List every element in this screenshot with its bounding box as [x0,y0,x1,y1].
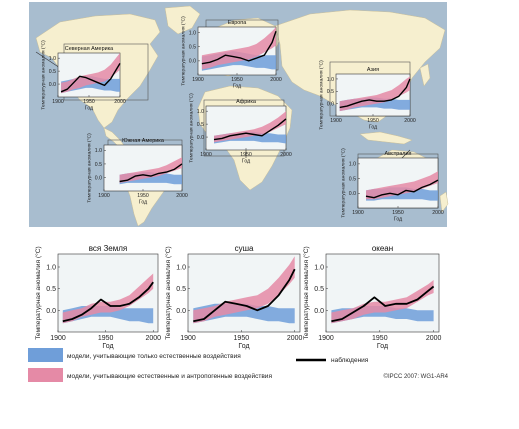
y-axis-label: Температурная аномалия (°C) [188,93,194,163]
legend-label-natural: модели, учитывающие только естественные … [67,352,241,360]
y-tick-label: 0.0 [349,191,356,197]
chart-title: океан [372,244,393,253]
y-tick-label: 0.5 [49,69,56,75]
y-tick-label: 1.0 [314,264,324,271]
y-tick-label: 0.0 [327,101,334,107]
y-tick-label: 0.0 [314,308,324,315]
y-axis-label: Температурная аномалия (°C) [34,246,42,340]
y-tick-label: 1.0 [327,77,334,83]
x-axis-label: Год [233,83,241,89]
x-tick-label: 1900 [318,335,334,342]
x-tick-label: 2000 [280,152,292,158]
y-axis-label: Температурная аномалия (°C) [318,60,324,130]
chart-title: Северная Америка [65,46,114,52]
legend-label-observations: наблюдения [331,356,369,364]
chart-ocean: 0.0 0.5 1.0 1900 1950 2000 Год Температурная ан… [302,244,442,350]
x-tick-label: 2000 [114,99,126,105]
chart-title: Африка [236,99,257,105]
chart-title: Европа [228,20,248,26]
y-tick-label: 0.0 [189,59,196,65]
y-tick-label: 1.0 [95,148,102,154]
credit-text: ©IPCC 2007: WG1-AR4 [384,373,449,380]
y-axis-label: Температурная аномалия (°C) [302,246,310,340]
chart-land: 0.0 0.5 1.0 1900 1950 2000 Год Температурная ан… [164,244,303,350]
y-tick-label: 0.5 [327,89,334,95]
x-tick-label: 1900 [180,335,196,342]
chart-title: Азия [367,67,379,73]
y-tick-label: 0.0 [176,308,186,315]
y-tick-label: 0.5 [95,162,102,168]
y-tick-label: 0.0 [95,175,102,181]
x-tick-label: 1900 [330,118,342,124]
legend: модели, учитывающие только естественные … [28,348,449,382]
x-tick-label: 1950 [372,335,388,342]
y-tick-label: 0.5 [189,45,196,51]
x-tick-label: 1950 [234,335,250,342]
y-tick-label: 0.5 [46,286,56,293]
x-axis-label: Год [238,343,249,350]
x-tick-label: 1900 [52,99,64,105]
y-tick-label: 0.0 [197,135,204,141]
x-tick-label: 2000 [287,335,303,342]
x-tick-label: 1950 [83,99,95,105]
x-axis-label: Год [139,199,147,205]
y-tick-label: 1.0 [176,264,186,271]
y-tick-label: 0.5 [197,122,204,128]
x-tick-label: 2000 [270,77,282,83]
y-axis-label: Температурная аномалия (°C) [40,40,46,110]
x-tick-label: 2000 [404,118,416,124]
x-tick-label: 1950 [367,118,379,124]
y-axis-label: Температурная аномалия (°C) [164,246,172,340]
x-axis-label: Год [394,216,402,222]
x-tick-label: 1950 [392,210,404,216]
chart-global: 0.0 0.5 1.0 1900 1950 2000 Год Температурная ан… [34,244,161,350]
x-axis-label: Год [85,105,93,111]
legend-swatch-anthro [28,368,63,382]
x-tick-label: 1900 [192,77,204,83]
y-tick-label: 0.5 [314,286,324,293]
x-tick-label: 2000 [145,335,161,342]
y-axis-label: Температурная аномалия (°C) [86,133,92,203]
chart-title: суша [235,244,254,253]
y-tick-label: 1.0 [197,109,204,115]
y-axis-label: Температурная аномалия (°C) [180,16,186,86]
y-tick-label: 1.0 [189,30,196,36]
x-axis-label: Год [369,124,377,130]
y-tick-label: 1.0 [349,162,356,168]
x-tick-label: 2000 [432,210,444,216]
x-tick-label: 1950 [240,152,252,158]
chart-title: Австралия [385,151,412,157]
x-axis-label: Год [377,343,388,350]
x-tick-label: 2000 [176,193,188,199]
y-tick-label: 0.5 [176,286,186,293]
y-tick-label: 0.0 [46,308,56,315]
y-axis-label: Температурная аномалия (°C) [340,148,346,218]
y-tick-label: 0.0 [49,82,56,88]
legend-label-anthro: модели, учитывающие естественные и антро… [67,372,272,380]
x-tick-label: 1950 [137,193,149,199]
y-tick-label: 0.5 [349,176,356,182]
x-tick-label: 1950 [98,335,114,342]
x-tick-label: 1900 [200,152,212,158]
x-tick-label: 1900 [352,210,364,216]
x-tick-label: 1900 [98,193,110,199]
x-tick-label: 2000 [426,335,442,342]
x-axis-label: Год [242,158,250,164]
chart-title: Южная Америка [122,138,165,144]
y-tick-label: 1.0 [49,56,56,62]
chart-title: вся Земля [89,244,128,253]
x-tick-label: 1950 [231,77,243,83]
x-axis-label: Год [102,343,113,350]
y-tick-label: 1.0 [46,264,56,271]
x-tick-label: 1900 [50,335,66,342]
legend-swatch-natural [28,348,63,362]
